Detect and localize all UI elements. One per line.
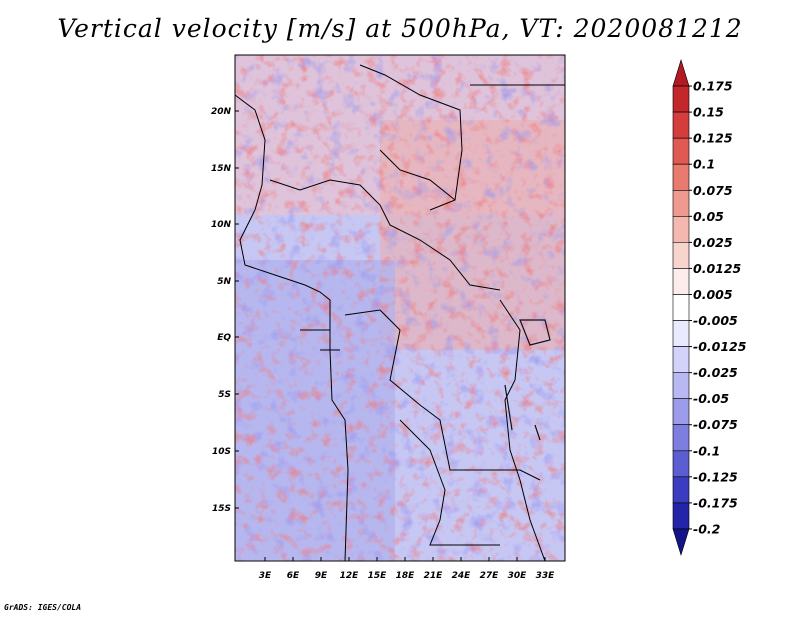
colorbar-segment xyxy=(672,372,690,399)
colorbar-segment xyxy=(672,216,690,243)
colorbar-label: 0.15 xyxy=(693,105,724,120)
grads-credit: GrADS: IGES/COLA xyxy=(4,603,82,612)
lat-label: 20N xyxy=(211,107,232,117)
lon-label: 12E xyxy=(340,571,360,581)
lon-label: 18E xyxy=(396,571,416,581)
lon-label: 3E xyxy=(259,571,272,581)
longitude-ticks xyxy=(264,557,546,561)
colorbar-label: -0.175 xyxy=(693,495,738,510)
colorbar-segment xyxy=(672,58,690,87)
colorbar-label: -0.0125 xyxy=(693,339,747,354)
colorbar-segment xyxy=(672,476,690,504)
colorbar-segment xyxy=(672,242,690,269)
lon-label: 15E xyxy=(368,571,388,581)
latitude-axis: 20N 15N 10N 5N EQ 5S 10S 15S xyxy=(211,107,232,514)
colorbar-segment xyxy=(672,398,690,426)
lon-label: 27E xyxy=(480,571,500,581)
lat-label: EQ xyxy=(217,333,231,343)
colorbar-segment xyxy=(672,320,690,347)
lat-label: 5N xyxy=(217,277,231,287)
colorbar-segment xyxy=(672,346,690,373)
lat-label: 10S xyxy=(212,447,231,457)
lon-label: 24E xyxy=(452,571,472,581)
lat-label: 10N xyxy=(211,220,232,230)
colorbar-label: 0.175 xyxy=(693,79,733,94)
colorbar-segment xyxy=(672,137,690,165)
velocity-field xyxy=(235,55,565,561)
longitude-axis: 3E 6E 9E 12E 15E 18E 21E 24E 27E 30E 33E xyxy=(259,571,555,581)
colorbar-label: -0.025 xyxy=(693,365,738,380)
colorbar-label: -0.125 xyxy=(693,469,738,484)
colorbar-label: -0.005 xyxy=(693,313,738,328)
map-title: Vertical velocity [m/s] at 500hPa, VT: 2… xyxy=(57,14,743,43)
colorbar-label: 0.005 xyxy=(693,287,733,302)
colorbar-label: 0.075 xyxy=(693,183,733,198)
lat-label: 15N xyxy=(211,164,232,174)
lon-label: 21E xyxy=(424,571,444,581)
map-frame xyxy=(234,54,566,562)
lon-label: 6E xyxy=(287,571,300,581)
colorbar-segment xyxy=(672,85,690,113)
colorbar-segment xyxy=(672,502,690,530)
colorbar-segment xyxy=(672,528,690,557)
colorbar-label: 0.0125 xyxy=(693,261,742,276)
lat-label: 5S xyxy=(218,390,231,400)
colorbar-label: -0.05 xyxy=(693,391,729,406)
colorbar-segment xyxy=(672,163,690,191)
colorbar-segment xyxy=(672,294,690,321)
lon-label: 33E xyxy=(536,571,556,581)
colorbar-label: -0.1 xyxy=(693,443,720,458)
colorbar xyxy=(672,58,692,557)
colorbar-label: -0.075 xyxy=(693,417,738,432)
colorbar-label: 0.125 xyxy=(693,131,733,146)
colorbar-labels: 0.175 0.15 0.125 0.1 0.075 0.05 0.025 0.0125 0.0… xyxy=(693,79,747,537)
lat-label: 15S xyxy=(212,504,231,514)
colorbar-segment xyxy=(672,450,690,478)
lon-label: 9E xyxy=(315,571,328,581)
colorbar-segment xyxy=(672,268,690,295)
lon-label: 30E xyxy=(508,571,528,581)
colorbar-segment xyxy=(672,189,690,217)
colorbar-segment xyxy=(672,111,690,139)
colorbar-segment xyxy=(672,424,690,452)
colorbar-label: 0.025 xyxy=(693,235,733,250)
colorbar-label: 0.1 xyxy=(693,157,715,172)
colorbar-label: 0.05 xyxy=(693,209,724,224)
colorbar-label: -0.2 xyxy=(693,521,720,536)
latitude-ticks xyxy=(235,110,239,509)
